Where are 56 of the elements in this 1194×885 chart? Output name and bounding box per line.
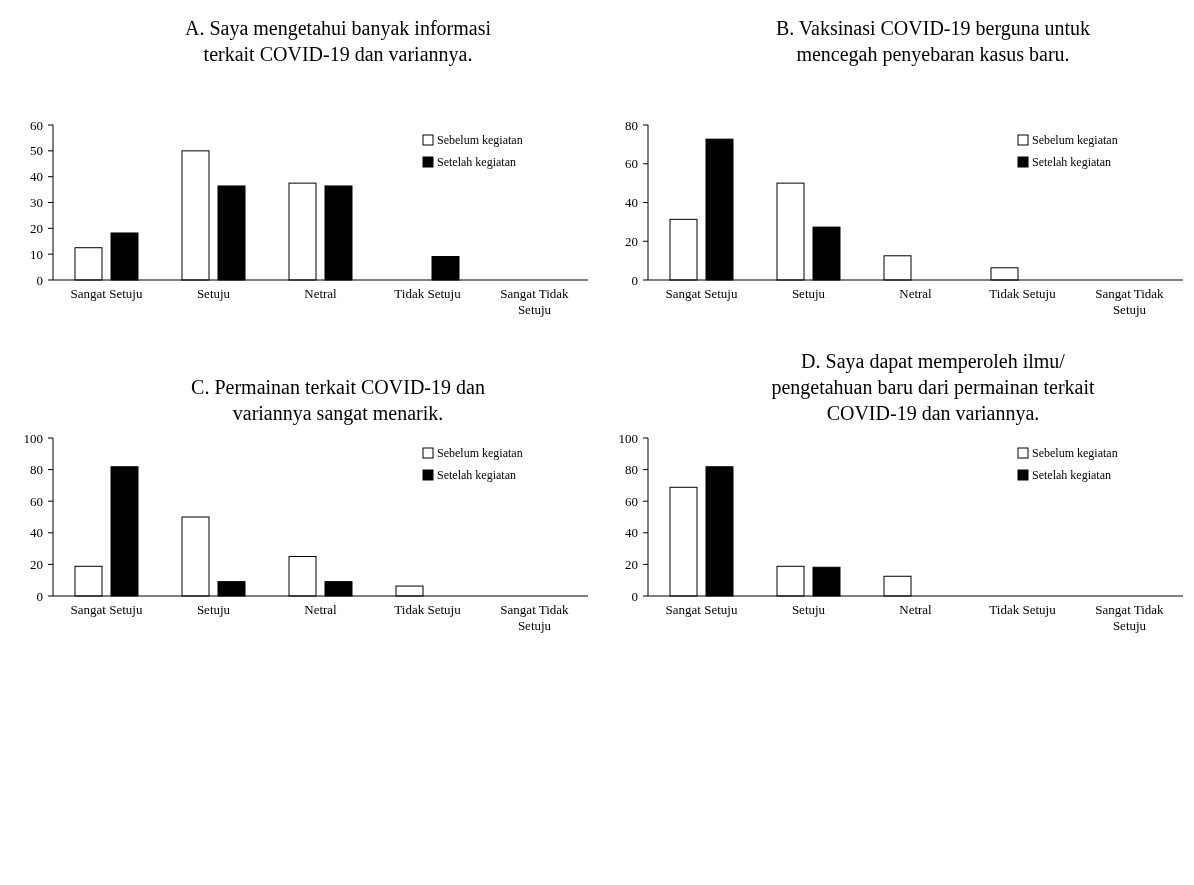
y-tick-label: 0 [36, 588, 43, 604]
legend-label: Setelah kegiatan [1032, 155, 1111, 170]
x-tick-label: Sangat Tidak Setuju [500, 602, 570, 633]
y-tick-label: 60 [30, 117, 43, 133]
y-tick-label: 60 [625, 156, 638, 172]
y-tick-label: 80 [30, 462, 43, 478]
y-tick-label: 0 [631, 588, 638, 604]
y-tick-label: 40 [30, 525, 43, 541]
x-tick-label: Sangat Tidak Setuju [500, 286, 570, 317]
x-tick-label: Tidak Setuju [989, 602, 1057, 617]
y-tick-label: 40 [625, 525, 638, 541]
x-tick-label: Setuju [196, 286, 231, 301]
y-tick-label: 100 [618, 430, 638, 446]
y-tick-label: 80 [625, 117, 638, 133]
chart-title: B. Vaksinasi COVID-19 berguna untuk mencegah penyebaran kasus baru. [775, 17, 1091, 66]
x-tick-label: Setuju [791, 602, 826, 617]
y-tick-label: 10 [30, 246, 43, 262]
x-tick-label: Sangat Setuju [665, 286, 738, 301]
legend-label: Sebelum kegiatan [437, 133, 523, 148]
x-tick-label: Sangat Setuju [665, 602, 738, 617]
x-tick-label: Netral [304, 602, 338, 617]
y-tick-label: 50 [30, 143, 43, 159]
y-tick-label: 0 [631, 272, 638, 288]
y-tick-label: 20 [625, 556, 638, 572]
y-tick-label: 20 [625, 233, 638, 249]
y-tick-label: 40 [625, 195, 638, 211]
x-tick-label: Sangat Tidak Setuju [1095, 602, 1165, 633]
legend-label: Setelah kegiatan [1032, 468, 1111, 483]
legend-label: Sebelum kegiatan [1032, 446, 1118, 461]
x-tick-label: Setuju [791, 286, 826, 301]
x-tick-label: Setuju [196, 602, 231, 617]
legend-label: Sebelum kegiatan [437, 446, 523, 461]
x-tick-label: Netral [899, 286, 933, 301]
chart-title: D. Saya dapat memperoleh ilmu/ pengetahuan baru dari permainan terkait COVID-19 dan variannya. [771, 350, 1096, 425]
legend-label: Sebelum kegiatan [1032, 133, 1118, 148]
x-tick-label: Sangat Setuju [70, 286, 143, 301]
x-tick-label: Sangat Setuju [70, 602, 143, 617]
x-tick-label: Netral [304, 286, 338, 301]
y-tick-label: 30 [30, 195, 43, 211]
legend-label: Setelah kegiatan [437, 468, 516, 483]
x-tick-label: Netral [899, 602, 933, 617]
x-tick-label: Tidak Setuju [394, 286, 462, 301]
y-tick-label: 100 [23, 430, 43, 446]
y-tick-label: 60 [30, 493, 43, 509]
x-tick-label: Tidak Setuju [394, 602, 462, 617]
y-tick-label: 60 [625, 493, 638, 509]
y-tick-label: 20 [30, 220, 43, 236]
y-tick-label: 80 [625, 462, 638, 478]
x-tick-label: Tidak Setuju [989, 286, 1057, 301]
y-tick-label: 40 [30, 169, 43, 185]
chart-title: A. Saya mengetahui banyak informasi terkait COVID-19 dan variannya. [184, 17, 492, 66]
y-tick-label: 20 [30, 556, 43, 572]
x-tick-label: Sangat Tidak Setuju [1095, 286, 1165, 317]
y-tick-label: 0 [36, 272, 43, 288]
legend-label: Setelah kegiatan [437, 155, 516, 170]
chart-title: C. Permainan terkait COVID-19 dan variannya sangat menarik. [191, 376, 485, 425]
